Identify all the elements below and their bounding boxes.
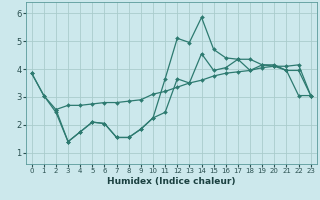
X-axis label: Humidex (Indice chaleur): Humidex (Indice chaleur) <box>107 177 236 186</box>
